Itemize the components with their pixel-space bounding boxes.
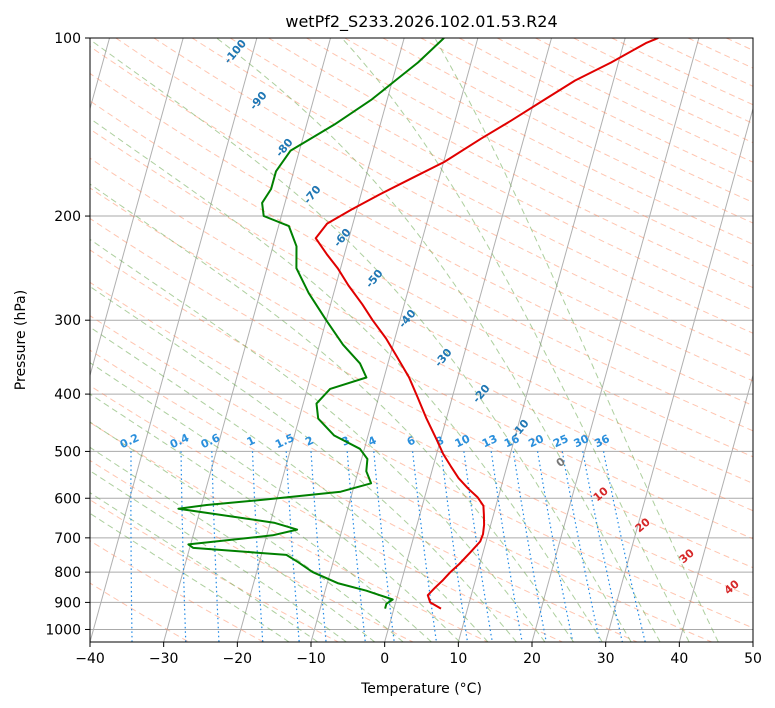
isotherm-line [678, 373, 753, 642]
y-tick-label: 100 [54, 31, 81, 47]
y-axis-label: Pressure (hPa) [13, 290, 29, 390]
dry-adiabat-line [458, 38, 753, 183]
x-tick-label: 20 [523, 651, 541, 667]
y-tick-label: 900 [54, 595, 81, 611]
mixing-ratio-line [346, 451, 366, 642]
dry-adiabat-line [90, 249, 753, 598]
dry-adiabat-line [268, 38, 753, 289]
y-tick-label: 300 [54, 313, 81, 329]
moist-adiabat-line [90, 117, 603, 642]
mixing-ratio-line [180, 451, 187, 642]
dry-adiabat-line [90, 72, 753, 432]
moist-adiabat-line [90, 470, 347, 642]
dry-adiabat-line [382, 38, 753, 224]
x-tick-label: −10 [296, 651, 326, 667]
dry-adiabat-line [90, 128, 753, 485]
mixing-ratio-line [490, 451, 523, 642]
moist-adiabat-line [90, 39, 632, 642]
dry-adiabat-line [90, 100, 753, 458]
y-tick-label: 700 [54, 531, 81, 547]
mixing-ratio-label: 16 [502, 432, 522, 450]
isotherm-line [605, 106, 753, 642]
dry-adiabat-line [344, 38, 753, 245]
y-tick-label: 800 [54, 565, 81, 581]
y-tick-label: 500 [54, 444, 81, 460]
profile-line [314, 38, 659, 610]
isotherm-line [310, 38, 479, 642]
isotherm-line [384, 38, 552, 642]
mixing-ratio-line [251, 451, 264, 642]
mixing-ratio-line [130, 451, 133, 642]
mixing-ratio-label: 10 [453, 432, 473, 450]
isotherm-line [457, 38, 626, 642]
mixing-ratio-line [310, 451, 327, 642]
y-tick-label: 400 [54, 387, 81, 403]
dry-adiabat-line [90, 45, 753, 407]
plot-frame [89, 37, 754, 643]
dry-adiabat-line [153, 38, 753, 358]
x-tick-label: −30 [149, 651, 179, 667]
x-tick-label: −40 [75, 651, 105, 667]
moist-adiabat-line [90, 492, 319, 642]
dry-adiabat-line [535, 38, 753, 144]
mixing-ratio-line [285, 451, 300, 642]
x-tick-label: 10 [449, 651, 467, 667]
x-tick-label: −20 [223, 651, 253, 667]
mixing-ratio-label: 20 [526, 432, 546, 450]
mixing-ratio-line [440, 451, 469, 642]
moist-adiabat-line [434, 38, 719, 642]
moist-adiabat-line [90, 183, 574, 642]
moist-adiabat-line [216, 38, 661, 642]
mixing-ratio-line [373, 451, 395, 642]
moist-adiabat-line [90, 285, 517, 642]
mixing-ratio-line [211, 451, 220, 642]
dry-adiabat-line [90, 315, 712, 642]
dry-adiabat-line [115, 38, 753, 382]
chart-title: wetPf2_S233.2026.102.01.53.R24 [285, 12, 557, 32]
y-tick-label: 1000 [45, 622, 81, 638]
mixing-ratio-line [412, 451, 437, 642]
mixing-ratio-line [463, 451, 493, 642]
dry-adiabat-line [90, 217, 753, 569]
mixing-ratio-label: 25 [551, 432, 570, 450]
isotherm-line [236, 38, 405, 642]
mixing-ratio-line [603, 451, 646, 642]
isotherm-line [163, 38, 331, 642]
moist-adiabat-line [90, 446, 376, 642]
background-lines [90, 38, 753, 642]
mixing-ratio-label: 13 [480, 432, 499, 450]
x-axis-label: Temperature (°C) [360, 681, 482, 697]
isotherm-line [531, 38, 700, 642]
axes: −40 −30 −20 −10 0 10 20 30 40 50 100 200 300 400 500 60… [45, 31, 762, 667]
moist-adiabat-line [90, 362, 461, 642]
mixing-ratio-label: 36 [592, 432, 612, 450]
y-tick-label: 600 [54, 491, 81, 507]
x-tick-label: 30 [597, 651, 615, 667]
sounding-profiles [177, 38, 659, 610]
dry-adiabat-line [191, 38, 753, 334]
profile-line [177, 38, 445, 609]
mixing-ratio-label: 30 [572, 432, 592, 450]
x-tick-label: 40 [670, 651, 688, 667]
x-tick-label: 50 [744, 651, 762, 667]
moist-adiabat-line [90, 238, 546, 642]
x-tick-label: 0 [380, 651, 389, 667]
isotherm-line [90, 38, 258, 642]
moist-adiabat-line [90, 393, 432, 642]
isotherm-line [90, 38, 184, 378]
moist-adiabat-line [341, 38, 690, 642]
moist-adiabat-line [90, 421, 404, 642]
y-tick-label: 200 [54, 209, 81, 225]
